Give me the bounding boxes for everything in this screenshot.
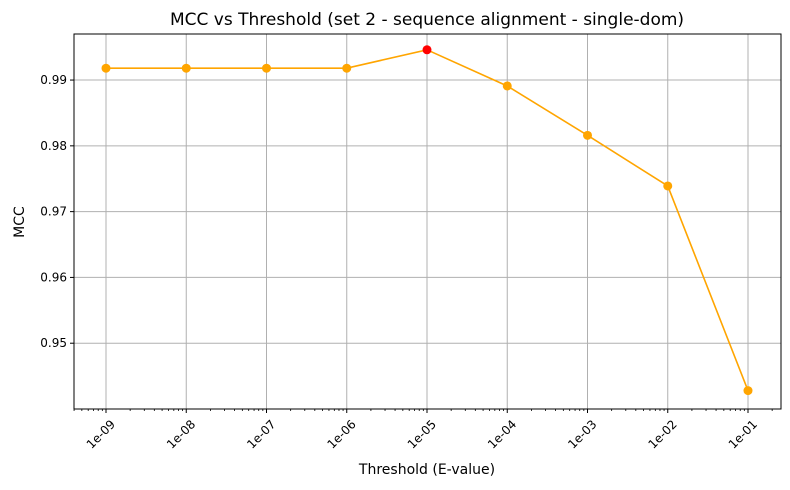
y-axis-label: MCC <box>12 206 28 238</box>
x-tick-label: 1e-04 <box>485 417 519 451</box>
y-tick-label: 0.98 <box>40 139 67 153</box>
y-tick-label: 0.97 <box>40 205 67 219</box>
grid <box>74 34 781 409</box>
data-point <box>663 181 673 191</box>
series <box>101 45 753 396</box>
y-tick-label: 0.96 <box>40 270 67 284</box>
data-point <box>262 63 271 73</box>
ticks: 1e-09 1e-08 1e-07 1e-06 1e-05 1e-04 1e-03 1e-02… <box>40 73 773 452</box>
x-tick-label: 1e-09 <box>84 417 118 451</box>
x-axis-label: Threshold (E-value) <box>358 462 495 478</box>
x-tick-label: 1e-01 <box>726 417 760 451</box>
data-point <box>342 63 352 73</box>
x-tick-label: 1e-05 <box>405 417 439 451</box>
x-tick-label: 1e-08 <box>164 417 198 451</box>
x-tick-label: 1e-07 <box>244 417 278 451</box>
x-tick-label: 1e-03 <box>565 417 599 451</box>
data-point <box>101 63 111 73</box>
data-point <box>181 63 191 73</box>
x-tick-label: 1e-02 <box>645 417 679 451</box>
plot-frame <box>73 33 782 410</box>
y-tick-label: 0.95 <box>40 336 67 350</box>
highlight-point <box>422 45 432 55</box>
y-tick-label: 0.99 <box>40 73 67 87</box>
data-point <box>502 81 512 91</box>
chart-title: MCC vs Threshold (set 2 - sequence align… <box>170 10 684 30</box>
data-point <box>743 386 753 396</box>
x-tick-label: 1e-06 <box>324 417 358 451</box>
data-point <box>583 130 592 140</box>
